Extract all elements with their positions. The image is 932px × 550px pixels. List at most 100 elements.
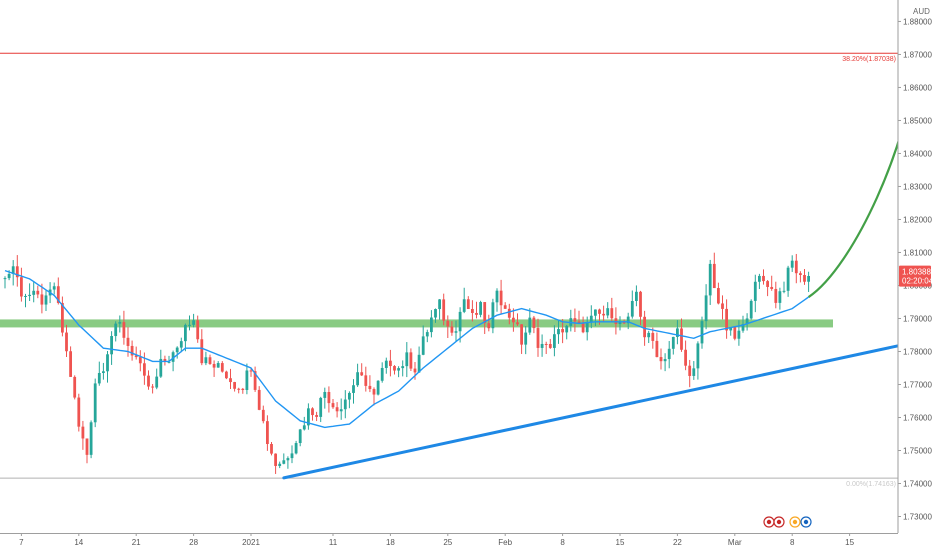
candle: [589, 305, 593, 329]
y-tick-label: 1.87000: [903, 50, 932, 59]
candle-body: [81, 426, 85, 439]
candle: [753, 274, 757, 313]
candle: [737, 320, 741, 346]
candle-body: [352, 385, 355, 393]
candle: [335, 402, 339, 418]
candle: [782, 281, 786, 294]
candle: [647, 330, 651, 344]
candle: [175, 346, 179, 359]
candle: [315, 411, 318, 422]
candle: [733, 326, 737, 341]
candle: [799, 271, 802, 283]
candle-body: [471, 309, 474, 313]
candle: [118, 315, 122, 333]
candle: [700, 316, 704, 349]
candle: [237, 387, 241, 394]
candle: [65, 324, 68, 357]
candle: [676, 320, 679, 345]
y-tick-label: 1.78000: [903, 347, 932, 356]
candle-body: [667, 348, 671, 360]
candle: [257, 386, 261, 411]
candle: [671, 336, 675, 355]
candle: [540, 334, 544, 357]
candle-body: [639, 291, 642, 317]
candle-body: [147, 375, 150, 387]
candle-body: [327, 391, 331, 404]
candle-body: [167, 361, 171, 363]
candle-body: [32, 290, 36, 295]
candle-body: [188, 324, 191, 326]
candle: [503, 302, 507, 310]
candle: [499, 279, 503, 315]
candle-body: [544, 343, 548, 345]
candle-body: [261, 409, 265, 422]
candle-body: [606, 308, 610, 316]
y-tick-label: 1.81000: [903, 248, 932, 257]
trendline-line: [282, 336, 932, 480]
candle-body: [536, 328, 540, 348]
candle-body: [548, 344, 552, 348]
candle-body: [106, 354, 109, 372]
candle: [249, 367, 253, 377]
candle-body: [598, 309, 601, 314]
candle: [454, 320, 458, 342]
candle-body: [401, 366, 405, 369]
candle: [188, 315, 191, 331]
candle: [364, 366, 368, 392]
candle-body: [749, 300, 753, 319]
candle-body: [741, 324, 745, 331]
candle-body: [553, 334, 556, 348]
candle-body: [585, 322, 589, 333]
moving-average-line: [4, 269, 810, 429]
candle-body: [393, 366, 396, 371]
candle: [602, 305, 605, 322]
candle: [89, 420, 93, 459]
candle: [69, 346, 72, 377]
fib-label: 38.20%(1.87038): [842, 56, 896, 63]
candle: [766, 280, 769, 297]
candle-body: [602, 313, 605, 316]
candle: [24, 293, 27, 308]
candle-body: [421, 336, 425, 355]
candle-body: [520, 324, 523, 345]
candle-body: [114, 323, 118, 337]
candle-body: [126, 337, 130, 346]
candle: [803, 268, 806, 285]
candle: [717, 282, 720, 305]
candle: [548, 338, 552, 349]
candle-body: [696, 343, 700, 369]
candle-body: [7, 273, 11, 279]
candle-body: [774, 288, 778, 303]
candle: [704, 284, 708, 330]
candle: [114, 321, 118, 342]
x-tick-label: 15: [845, 538, 854, 547]
candle: [3, 276, 7, 289]
x-tick-label: 25: [443, 538, 452, 547]
candle-body: [495, 290, 499, 303]
candle-body: [647, 332, 651, 338]
candle: [200, 329, 204, 366]
candle-body: [712, 263, 716, 289]
candle: [434, 308, 437, 323]
candle-body: [487, 323, 491, 329]
candle: [507, 303, 511, 325]
candle: [233, 381, 236, 392]
candle-body: [782, 290, 786, 292]
y-tick-label: 1.82000: [903, 215, 932, 224]
candle-body: [245, 370, 249, 391]
candle: [663, 353, 667, 372]
candle: [749, 299, 753, 320]
candle: [585, 316, 589, 341]
candle-body: [298, 429, 302, 444]
candle: [635, 285, 638, 307]
x-tick-label: 18: [386, 538, 395, 547]
candle-body: [733, 327, 737, 339]
candle: [569, 309, 573, 332]
candle-body: [307, 408, 310, 426]
candle: [409, 348, 413, 371]
x-tick-label: 21: [132, 538, 141, 547]
y-tick-label: 1.77000: [903, 380, 932, 389]
candle: [85, 438, 89, 464]
candle: [532, 315, 536, 334]
